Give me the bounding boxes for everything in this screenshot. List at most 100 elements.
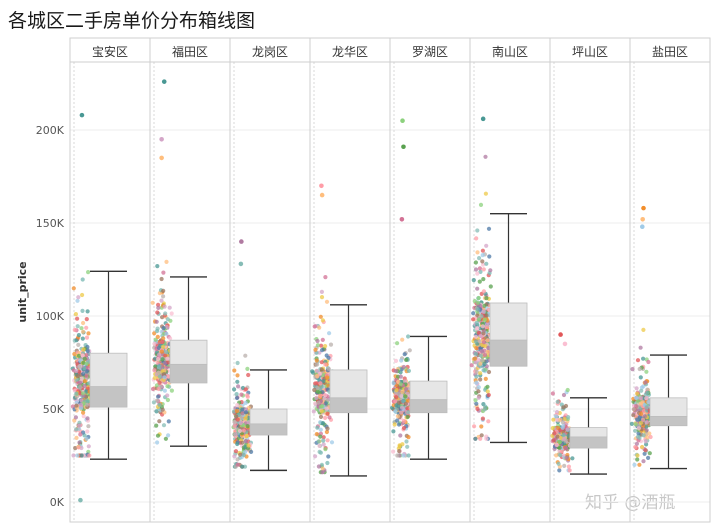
data-point xyxy=(476,385,481,390)
data-point xyxy=(556,461,561,466)
data-point xyxy=(156,302,161,307)
data-point xyxy=(234,414,239,419)
data-point xyxy=(160,407,165,412)
data-point xyxy=(475,271,480,276)
data-point xyxy=(165,397,170,403)
data-point xyxy=(394,388,399,393)
data-point xyxy=(323,362,328,367)
data-point xyxy=(560,425,565,430)
box-upper-half xyxy=(169,339,208,365)
data-point xyxy=(397,443,402,448)
data-point xyxy=(77,420,82,425)
facet-label: 南山区 xyxy=(492,44,528,59)
data-point xyxy=(240,464,245,469)
data-point xyxy=(326,355,331,360)
data-point xyxy=(644,428,649,433)
data-point xyxy=(395,418,400,423)
data-point xyxy=(318,393,323,398)
data-point xyxy=(641,409,647,414)
data-point xyxy=(314,432,319,437)
data-point xyxy=(246,443,251,448)
data-point xyxy=(474,380,479,385)
box-upper-half xyxy=(649,397,688,417)
data-point xyxy=(321,435,326,440)
data-point xyxy=(86,424,91,429)
data-point xyxy=(480,324,485,329)
data-point xyxy=(635,358,641,363)
outlier-point xyxy=(639,224,645,230)
data-point xyxy=(478,371,483,376)
data-point xyxy=(486,369,492,375)
data-point xyxy=(320,466,325,471)
data-point xyxy=(643,380,648,385)
y-axis-label: unit_price xyxy=(16,261,29,322)
data-point xyxy=(156,356,161,362)
outlier-point xyxy=(558,332,563,337)
data-point xyxy=(400,337,405,342)
outlier-point xyxy=(319,183,324,189)
data-point xyxy=(74,368,79,374)
data-point xyxy=(481,368,486,373)
data-point xyxy=(77,364,82,369)
data-point xyxy=(328,342,334,347)
data-point xyxy=(241,452,246,458)
outlier-point xyxy=(399,216,405,222)
data-point xyxy=(74,427,79,432)
data-point xyxy=(635,399,641,404)
jitter-points xyxy=(390,334,415,458)
facet-label: 龙华区 xyxy=(332,45,368,59)
data-point xyxy=(240,440,245,445)
data-point xyxy=(87,453,92,458)
data-point xyxy=(232,368,237,373)
data-point xyxy=(315,386,320,391)
data-point xyxy=(234,392,239,397)
data-point xyxy=(484,436,489,441)
data-point xyxy=(82,366,87,371)
data-point xyxy=(486,226,492,231)
data-point xyxy=(403,401,408,406)
data-point xyxy=(314,368,319,373)
data-point xyxy=(562,463,567,468)
data-point xyxy=(405,444,410,449)
data-point xyxy=(162,388,167,393)
data-point xyxy=(478,333,483,338)
data-point xyxy=(325,375,330,380)
data-point xyxy=(85,309,90,314)
data-point xyxy=(86,331,91,336)
data-point xyxy=(152,368,157,373)
data-point xyxy=(475,406,480,411)
data-point xyxy=(80,353,85,358)
data-point xyxy=(476,395,481,400)
data-point xyxy=(473,360,478,365)
data-point xyxy=(313,347,318,352)
data-point xyxy=(398,374,403,379)
facet-label: 坪山区 xyxy=(572,45,608,59)
data-point xyxy=(82,384,87,389)
data-point xyxy=(559,448,565,454)
data-point xyxy=(469,363,474,368)
data-point xyxy=(157,364,162,369)
data-point xyxy=(555,434,560,439)
data-point xyxy=(479,433,484,438)
data-point xyxy=(71,286,76,291)
data-point xyxy=(327,331,332,336)
box-lower-half xyxy=(489,339,528,367)
data-point xyxy=(396,422,402,427)
data-point xyxy=(237,428,243,433)
data-point xyxy=(475,286,480,291)
data-point xyxy=(645,390,650,396)
box-upper-half xyxy=(409,380,448,401)
box-lower-half xyxy=(249,423,288,436)
jitter-points xyxy=(469,154,494,441)
data-point xyxy=(474,401,479,406)
data-point xyxy=(563,403,569,409)
data-point xyxy=(475,250,480,255)
jitter-points xyxy=(310,275,335,475)
data-point xyxy=(75,453,80,458)
data-point xyxy=(315,338,320,344)
data-point xyxy=(75,374,80,379)
data-point xyxy=(471,317,476,322)
data-point xyxy=(319,409,324,414)
data-point xyxy=(74,403,79,408)
data-point xyxy=(315,425,320,430)
